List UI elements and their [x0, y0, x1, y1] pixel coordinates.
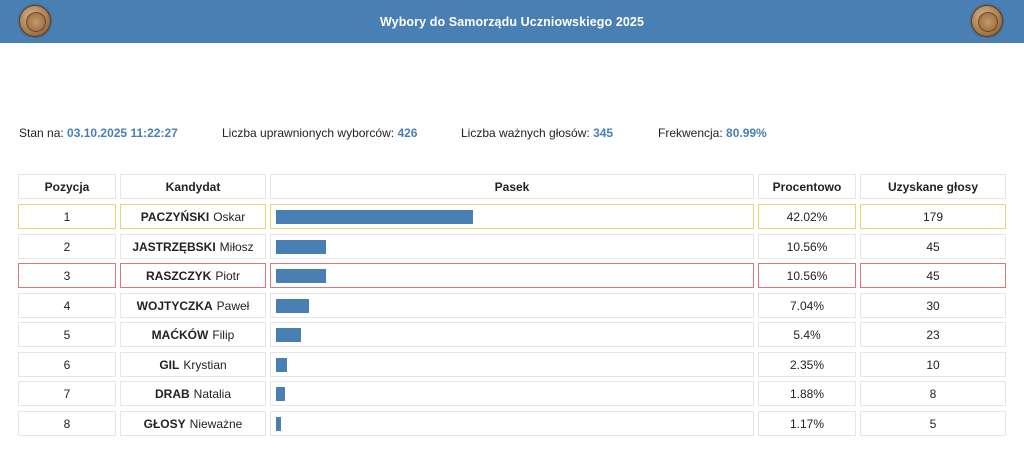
table-row: 7 DRAB Natalia 1.88% 8 [18, 381, 1006, 406]
bar-cell [270, 204, 754, 229]
vote-share-bar [276, 239, 326, 254]
candidate-cell: MAĆKÓW Filip [120, 322, 266, 347]
election-stats: Stan na: 03.10.2025 11:22:27 Liczba upra… [19, 126, 1009, 140]
votes-cell: 30 [860, 293, 1006, 318]
bar-cell [270, 352, 754, 377]
header-votes: Uzyskane głosy [860, 174, 1006, 199]
candidate-first-name: Miłosz [219, 239, 254, 254]
status-value: 03.10.2025 11:22:27 [67, 126, 178, 140]
school-emblem-icon [19, 5, 51, 37]
percent-cell: 1.17% [758, 411, 856, 436]
candidate-surname: PACZYŃSKI [140, 209, 210, 224]
vote-share-bar [276, 327, 301, 342]
votes-cell: 179 [860, 204, 1006, 229]
votes-cell: 45 [860, 263, 1006, 288]
candidate-surname: DRAB [154, 386, 190, 401]
percent-cell: 1.88% [758, 381, 856, 406]
candidate-cell: RASZCZYK Piotr [120, 263, 266, 288]
candidate-first-name: Piotr [215, 268, 241, 283]
candidate-first-name: Krystian [183, 357, 227, 372]
candidate-cell: GIL Krystian [120, 352, 266, 377]
school-emblem-icon [971, 5, 1003, 37]
vote-share-bar [276, 386, 285, 401]
table-row: 5 MAĆKÓW Filip 5.4% 23 [18, 322, 1006, 347]
candidate-surname: RASZCZYK [145, 268, 212, 283]
vote-share-bar [276, 416, 281, 431]
eligible-voters-value: 426 [397, 126, 418, 140]
header-bar: Pasek [270, 174, 754, 199]
candidate-cell: GŁOSY Nieważne [120, 411, 266, 436]
percent-cell: 10.56% [758, 263, 856, 288]
candidate-cell: JASTRZĘBSKI Miłosz [120, 234, 266, 259]
votes-cell: 8 [860, 381, 1006, 406]
bar-cell [270, 411, 754, 436]
valid-votes-label: Liczba ważnych głosów: [461, 126, 590, 140]
turnout-stat: Frekwencja: 80.99% [658, 126, 767, 140]
candidate-cell: WOJTYCZKA Paweł [120, 293, 266, 318]
valid-votes-stat: Liczba ważnych głosów: 345 [461, 126, 613, 140]
header-position: Pozycja [18, 174, 116, 199]
votes-cell: 45 [860, 234, 1006, 259]
candidate-first-name: Oskar [213, 209, 246, 224]
position-cell: 3 [18, 263, 116, 288]
position-cell: 7 [18, 381, 116, 406]
page-title: Wybory do Samorządu Uczniowskiego 2025 [379, 14, 645, 29]
candidate-first-name: Natalia [193, 386, 232, 401]
status-label: Stan na: [19, 126, 64, 140]
header-percent: Procentowo [758, 174, 856, 199]
candidate-surname: MAĆKÓW [151, 327, 209, 342]
candidate-first-name: Nieważne [189, 416, 243, 431]
header-candidate: Kandydat [120, 174, 266, 199]
vote-share-bar [276, 209, 473, 224]
bar-cell [270, 381, 754, 406]
votes-cell: 23 [860, 322, 1006, 347]
bar-cell [270, 234, 754, 259]
vote-share-bar [276, 357, 287, 372]
position-cell: 8 [18, 411, 116, 436]
table-row: 3 RASZCZYK Piotr 10.56% 45 [18, 263, 1006, 288]
candidate-cell: PACZYŃSKI Oskar [120, 204, 266, 229]
bar-cell [270, 322, 754, 347]
eligible-voters-stat: Liczba uprawnionych wyborców: 426 [222, 126, 417, 140]
turnout-label: Frekwencja: [658, 126, 723, 140]
candidate-surname: GŁOSY [143, 416, 186, 431]
position-cell: 4 [18, 293, 116, 318]
position-cell: 6 [18, 352, 116, 377]
bar-cell [270, 263, 754, 288]
position-cell: 5 [18, 322, 116, 347]
table-row: 4 WOJTYCZKA Paweł 7.04% 30 [18, 293, 1006, 318]
candidate-cell: DRAB Natalia [120, 381, 266, 406]
percent-cell: 5.4% [758, 322, 856, 347]
candidate-surname: GIL [159, 357, 180, 372]
table-row: 6 GIL Krystian 2.35% 10 [18, 352, 1006, 377]
status-stat: Stan na: 03.10.2025 11:22:27 [19, 126, 178, 140]
table-row: 8 GŁOSY Nieważne 1.17% 5 [18, 411, 1006, 436]
votes-cell: 10 [860, 352, 1006, 377]
votes-cell: 5 [860, 411, 1006, 436]
vote-share-bar [276, 268, 326, 283]
valid-votes-value: 345 [593, 126, 614, 140]
candidate-surname: JASTRZĘBSKI [132, 239, 216, 254]
candidate-first-name: Filip [212, 327, 235, 342]
vote-share-bar [276, 298, 309, 313]
table-row: 2 JASTRZĘBSKI Miłosz 10.56% 45 [18, 234, 1006, 259]
position-cell: 2 [18, 234, 116, 259]
candidate-first-name: Paweł [216, 298, 250, 313]
percent-cell: 10.56% [758, 234, 856, 259]
bar-cell [270, 293, 754, 318]
percent-cell: 42.02% [758, 204, 856, 229]
eligible-voters-label: Liczba uprawnionych wyborców: [222, 126, 395, 140]
percent-cell: 2.35% [758, 352, 856, 377]
table-row: 1 PACZYŃSKI Oskar 42.02% 179 [18, 204, 1006, 229]
percent-cell: 7.04% [758, 293, 856, 318]
page-header: Wybory do Samorządu Uczniowskiego 2025 [0, 0, 1024, 43]
table-header-row: Pozycja Kandydat Pasek Procentowo Uzyska… [18, 174, 1006, 199]
position-cell: 1 [18, 204, 116, 229]
candidate-surname: WOJTYCZKA [136, 298, 213, 313]
turnout-value: 80.99% [726, 126, 767, 140]
